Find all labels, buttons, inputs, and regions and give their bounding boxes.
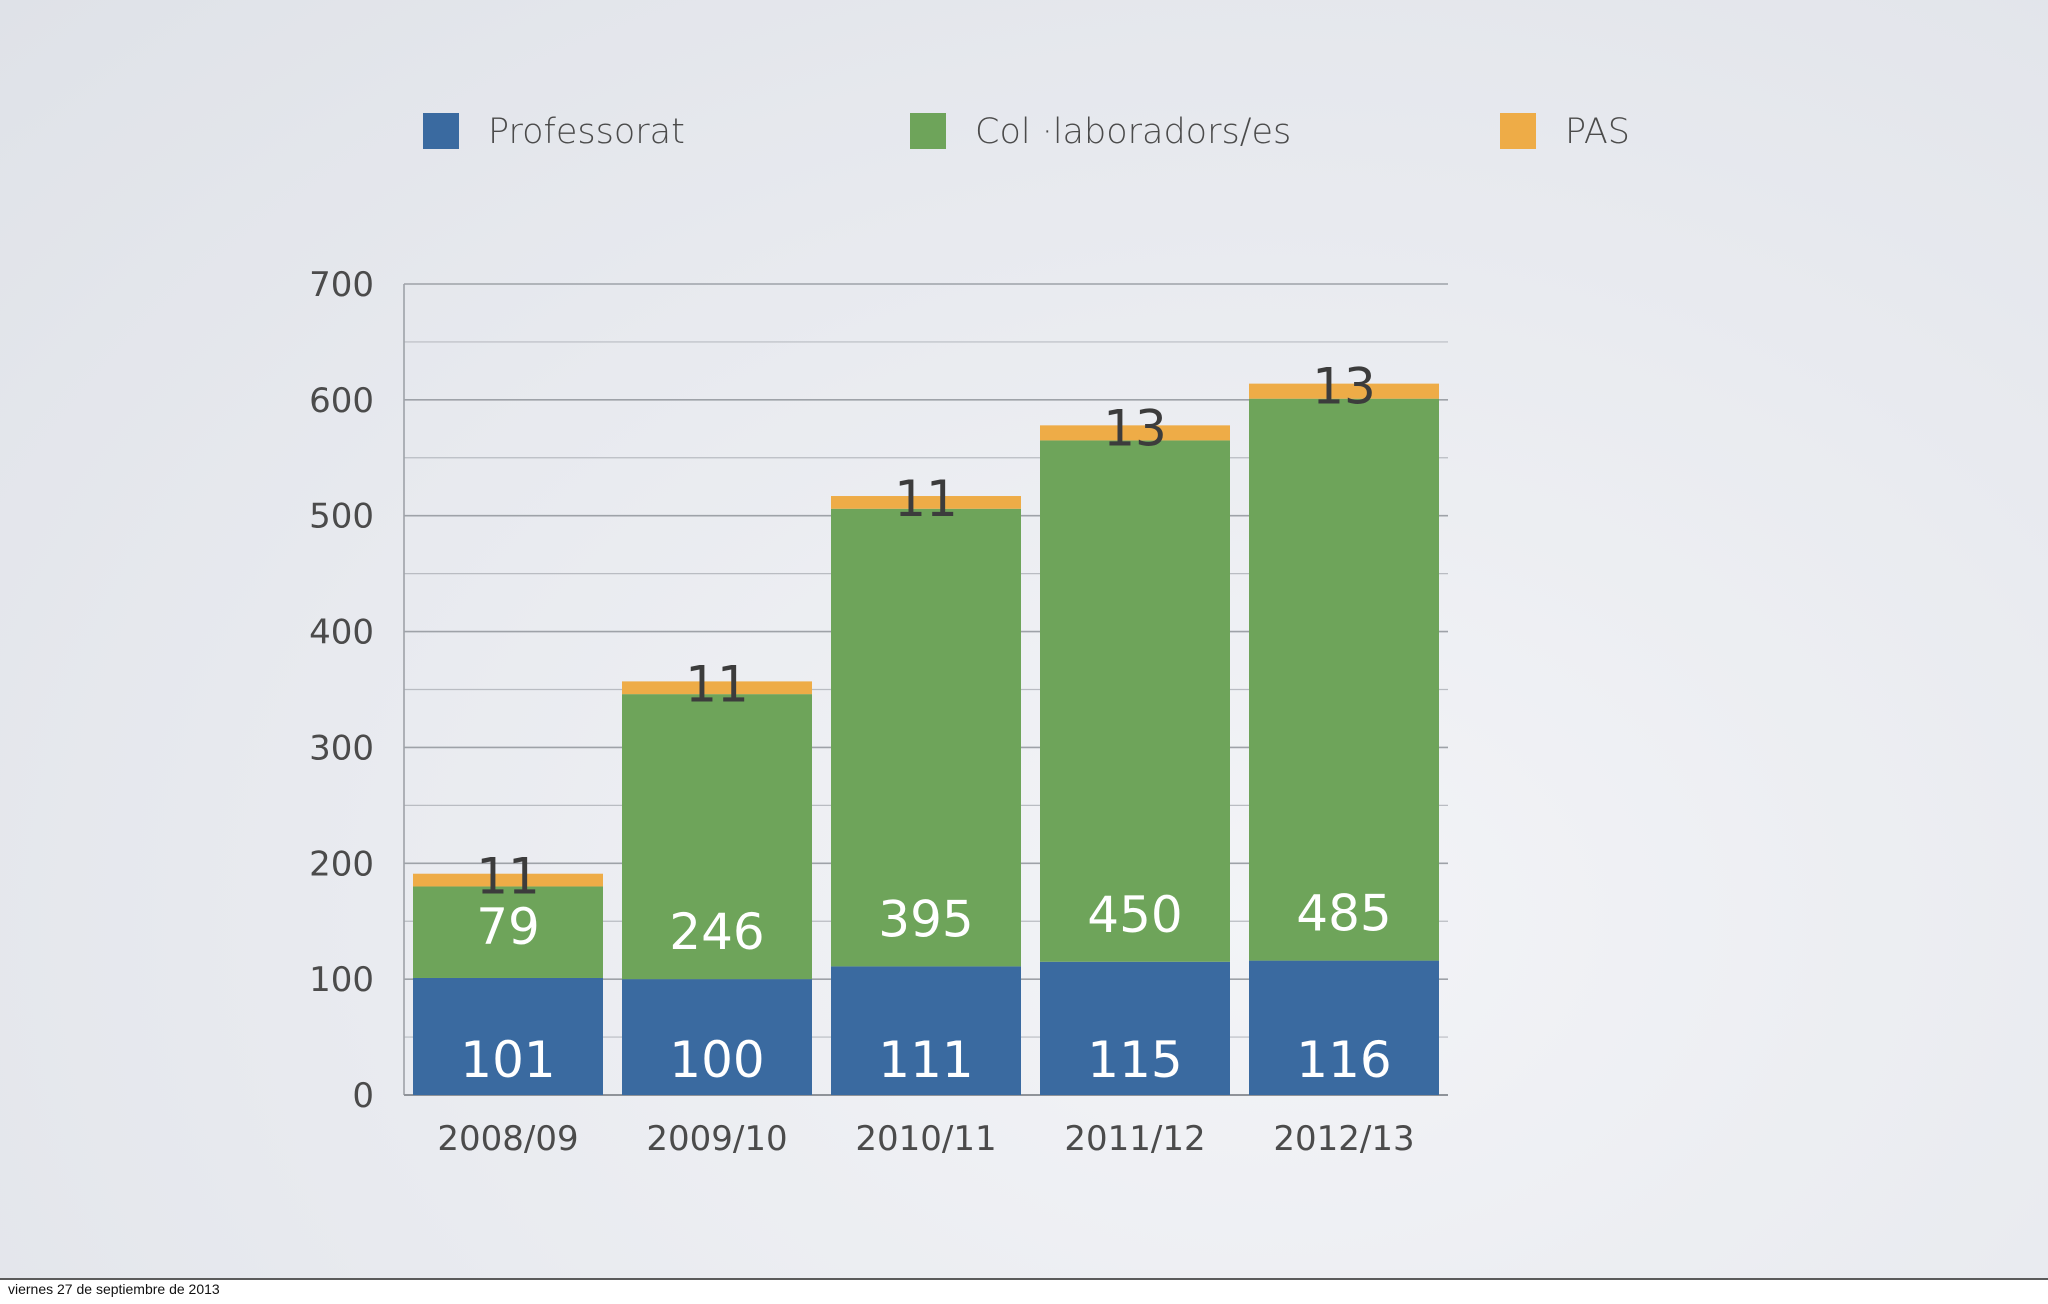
y-tick-label: 400 xyxy=(309,613,374,653)
bar-segment-professorat xyxy=(622,979,812,1095)
legend-label: PAS xyxy=(1565,112,1630,152)
data-label-collaboradors: 395 xyxy=(878,890,973,948)
bar-segment-col-laboradors-es xyxy=(1040,440,1230,962)
bar-segment-pas xyxy=(1249,383,1439,399)
data-label-pas: 11 xyxy=(894,470,958,528)
footer-date: viernes 27 de septiembre de 2013 xyxy=(8,1281,220,1297)
bar-segment-professorat xyxy=(1249,960,1439,1095)
bar-segment-pas xyxy=(622,681,812,695)
x-tick-label: 2011/12 xyxy=(1064,1119,1205,1159)
data-label-pas: 11 xyxy=(685,655,749,713)
data-label-pas: 13 xyxy=(1312,358,1376,416)
bar-segment-professorat xyxy=(831,966,1021,1095)
chart-axes: 0 100 200 300 400 500 600 700 2008/09 2009/10 2010… xyxy=(309,265,1448,1159)
bar-segment-col-laboradors-es xyxy=(622,694,812,980)
x-tick-label: 2012/13 xyxy=(1273,1119,1414,1159)
x-tick-label: 2009/10 xyxy=(646,1119,787,1159)
y-tick-label: 100 xyxy=(309,960,374,1000)
bar-segment-col-laboradors-es xyxy=(1249,398,1439,961)
bar-segment-pas xyxy=(1040,425,1230,441)
data-label-pas: 11 xyxy=(476,848,540,906)
bar-segment-pas xyxy=(831,496,1021,509)
data-label-professorat: 116 xyxy=(1296,1031,1391,1089)
y-tick-label: 500 xyxy=(309,497,374,537)
data-label-professorat: 111 xyxy=(878,1031,973,1089)
bar-segment-professorat xyxy=(1040,961,1230,1095)
y-tick-label: 300 xyxy=(309,728,374,768)
x-tick-label: 2008/09 xyxy=(437,1119,578,1159)
data-label-collaboradors: 450 xyxy=(1087,886,1182,944)
y-tick-label: 0 xyxy=(352,1076,374,1116)
data-label-pas: 13 xyxy=(1103,399,1167,457)
data-label-professorat: 100 xyxy=(669,1031,764,1089)
legend-swatch xyxy=(1500,113,1536,149)
data-label-professorat: 101 xyxy=(460,1031,555,1089)
bar-segment-col-laboradors-es xyxy=(413,886,603,978)
y-tick-label: 600 xyxy=(309,381,374,421)
y-tick-label: 700 xyxy=(309,265,374,305)
data-label-collaboradors: 485 xyxy=(1296,885,1391,943)
data-label-collaboradors: 79 xyxy=(476,898,540,956)
data-label-collaboradors: 246 xyxy=(669,903,764,961)
y-tick-label: 200 xyxy=(309,844,374,884)
bar-segment-col-laboradors-es xyxy=(831,508,1021,967)
data-label-professorat: 115 xyxy=(1087,1031,1182,1089)
chart-legend: Professorat Col ·laboradors/es PAS xyxy=(423,112,1630,152)
legend-label: Col ·laboradors/es xyxy=(975,112,1291,152)
chart-bars xyxy=(413,383,1439,1095)
legend-swatch xyxy=(423,113,459,149)
x-tick-label: 2010/11 xyxy=(855,1119,996,1159)
legend-label: Professorat xyxy=(488,112,685,152)
bar-segment-professorat xyxy=(413,977,603,1095)
slide-divider xyxy=(0,1278,2048,1280)
legend-swatch xyxy=(910,113,946,149)
bar-segment-pas xyxy=(413,873,603,887)
